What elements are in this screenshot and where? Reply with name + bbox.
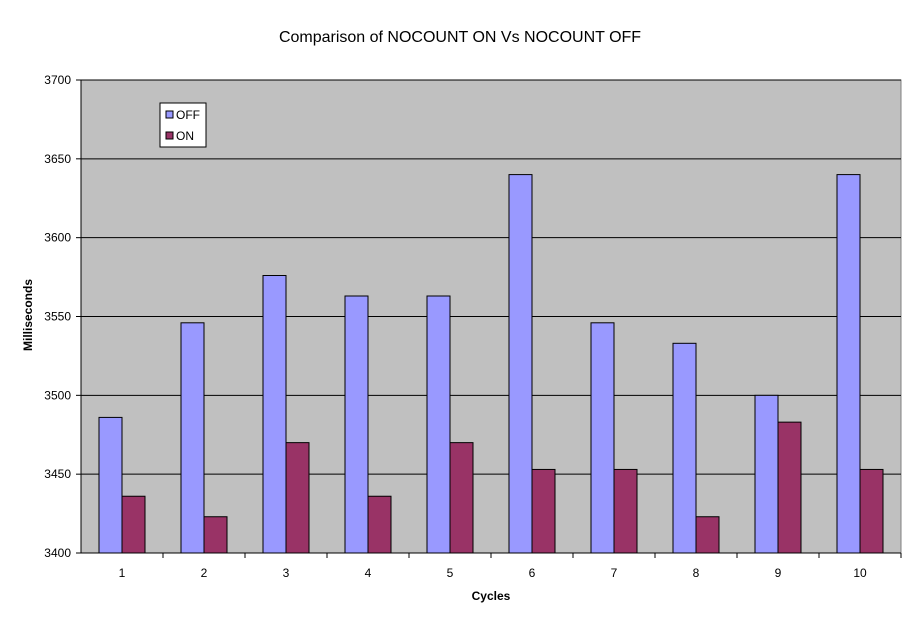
legend: OFF ON	[159, 102, 207, 148]
legend-box	[159, 102, 207, 148]
bar-off-3	[262, 275, 287, 554]
x-tick-label: 8	[693, 566, 700, 580]
bar-on-7	[613, 468, 638, 554]
bar-off-7	[590, 322, 615, 554]
x-tick-label: 9	[775, 566, 782, 580]
y-tick-label: 3600	[44, 231, 71, 245]
bar-off-9	[754, 394, 779, 554]
y-tick-label: 3450	[44, 467, 71, 481]
x-tick-label: 3	[283, 566, 290, 580]
bar-off-5	[426, 295, 451, 554]
bar-off-2	[180, 322, 205, 554]
x-axis-ticks: 1 2 3 4 5 6 7 8 9 10	[119, 553, 902, 580]
x-tick-label: 6	[529, 566, 536, 580]
x-tick-label: 1	[119, 566, 126, 580]
y-axis-ticks: 3400 3450 3500 3550 3600 3650 3700	[44, 73, 81, 560]
y-tick-label: 3700	[44, 73, 71, 87]
y-tick-label: 3500	[44, 388, 71, 402]
x-tick-label: 10	[853, 566, 867, 580]
y-axis-label: Milliseconds	[21, 279, 35, 351]
x-axis-label: Cycles	[472, 589, 511, 603]
bar-on-2	[203, 516, 228, 554]
bar-off-8	[672, 342, 697, 554]
bar-on-9	[777, 421, 802, 554]
bar-off-6	[508, 174, 533, 554]
bar-off-1	[98, 416, 123, 554]
bar-off-10	[836, 174, 861, 554]
legend-swatch-off	[165, 110, 174, 119]
bar-on-8	[695, 516, 720, 554]
bar-on-3	[285, 442, 310, 554]
y-tick-label: 3650	[44, 152, 71, 166]
y-tick-label: 3400	[44, 546, 71, 560]
legend-label-off: OFF	[176, 108, 200, 122]
bar-off-4	[344, 295, 369, 554]
x-tick-label: 2	[201, 566, 208, 580]
bar-on-6	[531, 468, 556, 554]
y-tick-label: 3550	[44, 310, 71, 324]
legend-label-on: ON	[176, 129, 194, 143]
chart-title: Comparison of NOCOUNT ON Vs NOCOUNT OFF	[279, 29, 641, 46]
x-tick-label: 7	[611, 566, 618, 580]
bar-on-5	[449, 442, 474, 554]
bar-on-10	[859, 468, 884, 554]
bars	[98, 174, 884, 554]
x-tick-label: 5	[447, 566, 454, 580]
bar-on-1	[121, 495, 146, 554]
bar-on-4	[367, 495, 392, 554]
x-tick-label: 4	[365, 566, 372, 580]
legend-swatch-on	[165, 131, 174, 140]
